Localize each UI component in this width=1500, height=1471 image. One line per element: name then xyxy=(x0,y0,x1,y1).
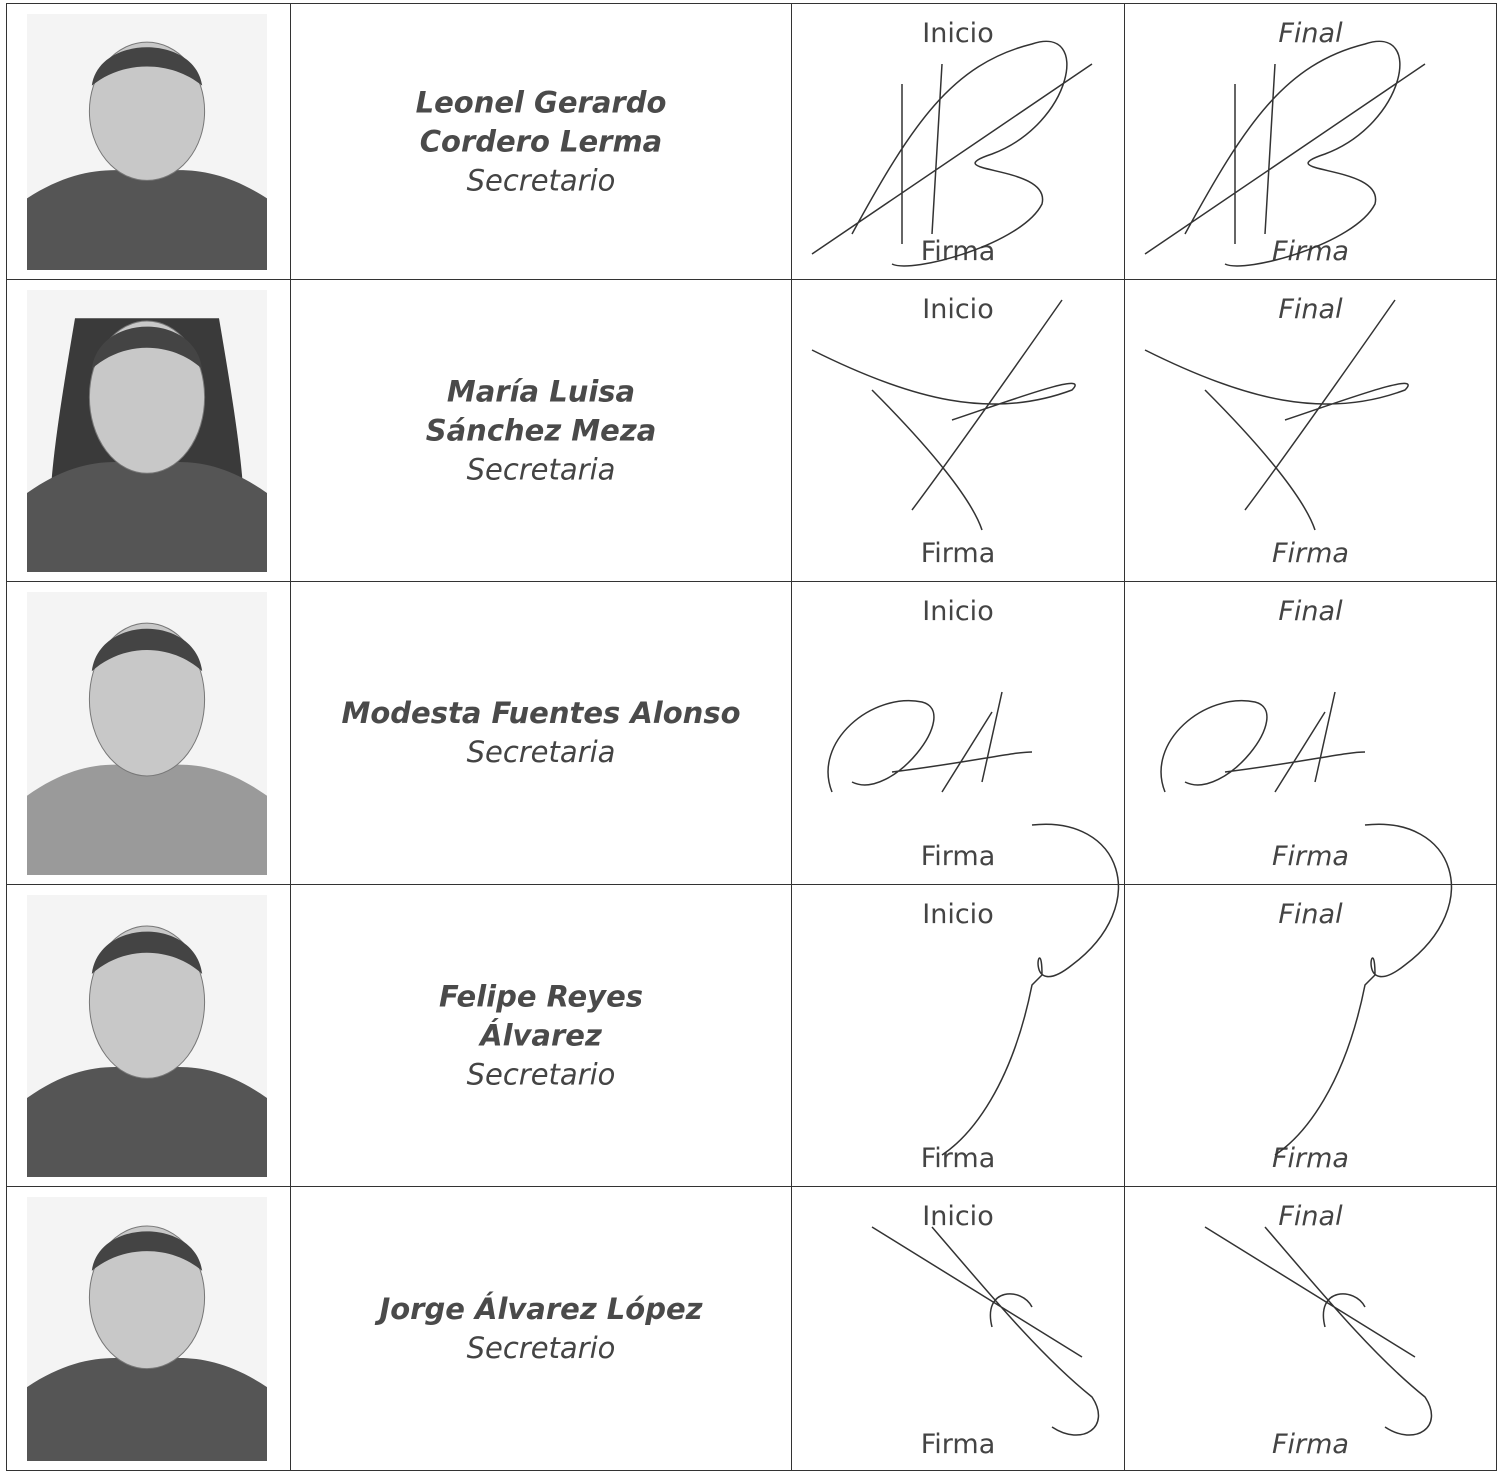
table-cell xyxy=(6,1186,291,1471)
table-cell: Inicio Firma xyxy=(791,823,1125,1187)
table-cell: Jorge Álvarez López Secretario xyxy=(290,1186,792,1471)
name-block: Felipe Reyes Álvarez Secretario xyxy=(291,977,791,1094)
person-role: Secretario xyxy=(466,163,616,197)
signature xyxy=(1160,691,1366,793)
person-name: Felipe Reyes xyxy=(438,979,644,1013)
signature xyxy=(811,299,1076,531)
end-label: Final xyxy=(1278,596,1343,627)
table-cell: Inicio Firma xyxy=(791,1186,1125,1471)
person-name: Leonel Gerardo xyxy=(415,85,667,119)
signature xyxy=(1274,823,1453,1156)
person-name: Álvarez xyxy=(480,1018,602,1052)
signature xyxy=(811,40,1093,267)
end-label: Final xyxy=(1278,899,1343,930)
person-role: Secretario xyxy=(466,1330,616,1365)
table-cell xyxy=(6,279,291,582)
table-cell: Leonel Gerardo Cordero Lerma Secretario xyxy=(290,3,792,280)
signature-caption: Firma xyxy=(1272,538,1349,569)
end-label: Final xyxy=(1278,18,1343,49)
signature xyxy=(1144,40,1426,267)
signature-caption: Firma xyxy=(920,1143,996,1174)
table-cell: Felipe Reyes Álvarez Secretario xyxy=(290,884,792,1187)
person-name: Sánchez Meza xyxy=(425,413,657,447)
signature-caption: Firma xyxy=(1272,1429,1349,1460)
name-block: María Luisa Sánchez Meza Secretaria xyxy=(291,372,791,489)
table-cell: Final Firma xyxy=(1124,279,1497,582)
name-block: Modesta Fuentes Alonso Secretaria xyxy=(291,694,791,772)
signature-caption: Firma xyxy=(920,538,996,569)
photo xyxy=(27,895,267,1177)
signature xyxy=(827,691,1033,793)
table-cell: Final Firma xyxy=(1124,581,1497,885)
signature-caption: Firma xyxy=(920,841,996,872)
table-cell: Modesta Fuentes Alonso Secretaria xyxy=(290,581,792,885)
signature xyxy=(871,1226,1100,1436)
photo xyxy=(27,1197,267,1461)
photo xyxy=(27,14,267,270)
start-label: Inicio xyxy=(922,899,994,930)
table-cell xyxy=(6,581,291,885)
table-cell: Final Firma xyxy=(1124,1186,1497,1471)
start-label: Inicio xyxy=(922,294,994,325)
signature-caption: Firma xyxy=(1272,841,1349,872)
table-cell: Inicio Firma xyxy=(791,3,1125,280)
table-cell: Final Firma xyxy=(1124,3,1497,280)
end-label: Final xyxy=(1278,1201,1343,1232)
table-cell xyxy=(6,884,291,1187)
signature-caption: Firma xyxy=(1272,236,1349,267)
photo xyxy=(27,592,267,875)
signature xyxy=(941,823,1120,1156)
start-label: Inicio xyxy=(922,18,994,49)
start-label: Inicio xyxy=(922,596,994,627)
table-cell: María Luisa Sánchez Meza Secretaria xyxy=(290,279,792,582)
signature-caption: Firma xyxy=(920,1429,996,1460)
person-name: Cordero Lerma xyxy=(419,124,663,158)
person-role: Secretaria xyxy=(466,735,616,769)
table-cell: Inicio Firma xyxy=(791,279,1125,582)
person-role: Secretario xyxy=(466,1057,616,1091)
person-name: María Luisa xyxy=(446,374,636,408)
table-cell xyxy=(6,3,291,280)
signature xyxy=(1144,299,1409,531)
name-block: Jorge Álvarez López Secretario xyxy=(291,1290,791,1368)
photo xyxy=(27,290,267,572)
person-name: Jorge Álvarez López xyxy=(379,1291,703,1326)
start-label: Inicio xyxy=(922,1201,994,1232)
table-cell: Inicio Firma xyxy=(791,581,1125,885)
table-cell: Final Firma xyxy=(1124,823,1497,1187)
signature xyxy=(1204,1226,1433,1436)
end-label: Final xyxy=(1278,294,1343,325)
name-block: Leonel Gerardo Cordero Lerma Secretario xyxy=(291,83,791,200)
person-role: Secretaria xyxy=(466,452,616,486)
person-name: Modesta Fuentes Alonso xyxy=(341,696,741,730)
